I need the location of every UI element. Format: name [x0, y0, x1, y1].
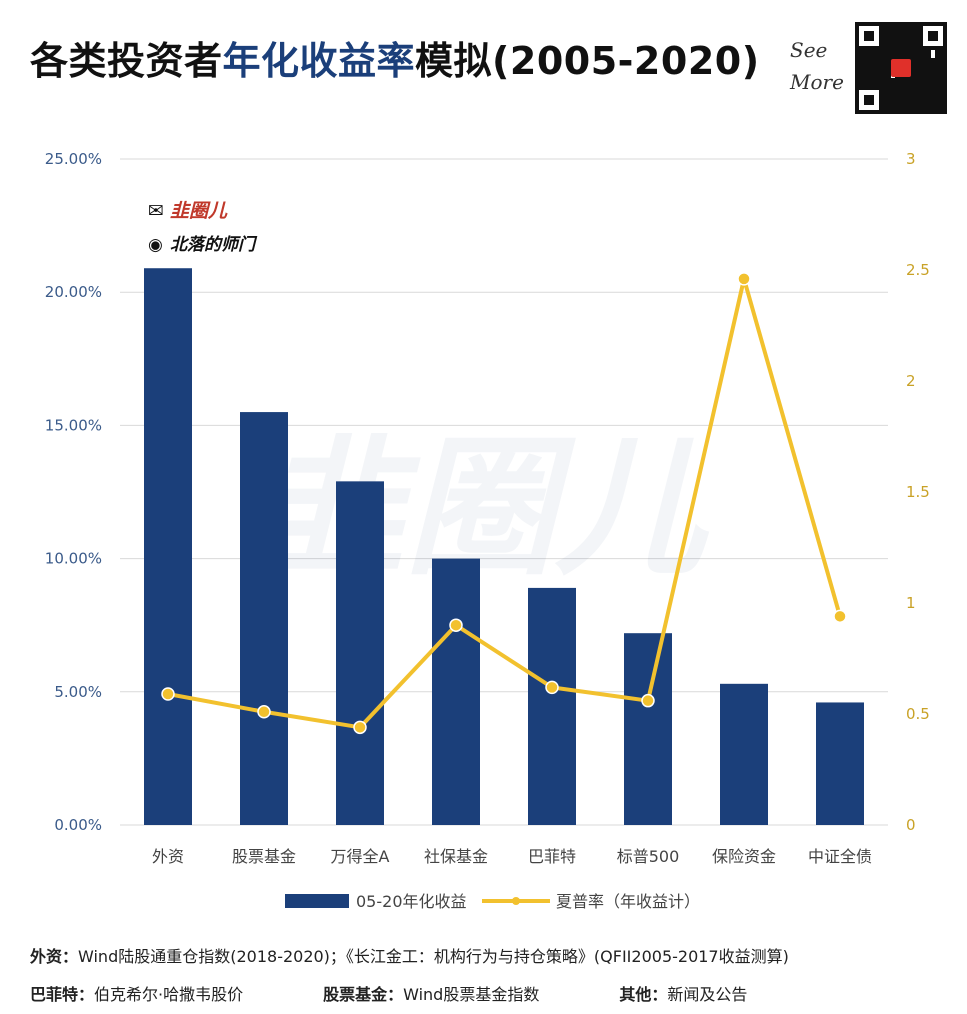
wechat-icon: ✉	[148, 200, 164, 222]
line-point-4	[545, 680, 559, 695]
line-point-5	[641, 693, 655, 708]
see-more-line1: See	[790, 38, 828, 62]
brand-watermark: ✉ 韭圈儿	[148, 196, 227, 223]
bar-series	[144, 268, 864, 825]
right-tick-label: 1	[906, 594, 916, 612]
x-tick-label: 中证全债	[808, 847, 872, 866]
bar-2	[336, 481, 384, 825]
bar-5	[624, 633, 672, 825]
left-tick-label: 15.00%	[45, 416, 102, 434]
bar-3	[432, 558, 480, 825]
line-point-1	[257, 705, 271, 719]
bar-6	[720, 683, 768, 825]
footer-label-other: 其他：	[619, 985, 668, 1004]
x-tick-label: 股票基金	[232, 847, 296, 866]
right-tick-label: 1.5	[906, 483, 930, 501]
x-tick-label: 万得全A	[331, 847, 390, 866]
footer-text-foreign: Wind陆股通重仓指数(2018-2020)；《长江金工：机构行为与持仓策略》(…	[78, 947, 789, 966]
right-tick-label: 3	[906, 150, 916, 168]
x-tick-label: 巴菲特	[528, 847, 576, 866]
x-axis: 外资 股票基金 万得全A 社保基金 巴菲特 标普500 保险资金 中证全债	[152, 847, 872, 866]
legend-line-marker	[512, 897, 520, 905]
line-point-2	[353, 720, 367, 735]
left-tick-label: 10.00%	[45, 550, 102, 568]
bar-1	[240, 412, 288, 825]
chart-title: 各类投资者年化收益率模拟(2005-2020)	[30, 30, 760, 85]
weibo-watermark-text: 北落的师门	[170, 235, 255, 255]
bar-4	[528, 587, 576, 825]
line-point-0	[161, 687, 175, 701]
see-more-line2: More	[790, 70, 844, 94]
footer-row-1: 外资：Wind陆股通重仓指数(2018-2020)；《长江金工：机构行为与持仓策…	[30, 938, 789, 976]
right-tick-label: 0	[906, 816, 916, 834]
bar-7	[816, 702, 864, 825]
left-tick-label: 0.00%	[54, 816, 102, 834]
right-tick-label: 2.5	[906, 261, 930, 279]
line-point-7	[833, 609, 847, 624]
bar-0	[144, 268, 192, 825]
sharpe-line	[167, 276, 842, 730]
qr-code-icon[interactable]	[855, 22, 947, 114]
footer-text-other: 新闻及公告	[667, 985, 748, 1004]
title-part2: 年化收益率	[222, 39, 416, 83]
title-part3: 模拟(2005-2020)	[415, 39, 760, 83]
center-watermark: 韭圈儿	[255, 422, 710, 596]
footer-label-buffett: 巴菲特：	[30, 985, 95, 1004]
left-tick-label: 20.00%	[45, 283, 102, 301]
x-tick-label: 标普500	[617, 847, 680, 866]
line-point-3	[449, 618, 463, 632]
x-tick-label: 保险资金	[712, 847, 776, 866]
brand-watermark-text: 韭圈儿	[170, 200, 228, 222]
weibo-icon: ◉	[148, 235, 163, 255]
x-tick-label: 外资	[152, 847, 184, 866]
footer-label-fund: 股票基金：	[323, 985, 404, 1004]
footer-text-fund: Wind股票基金指数	[403, 985, 540, 1004]
footer-row-2: 巴菲特：伯克希尔·哈撒韦股价 股票基金：Wind股票基金指数 其他：新闻及公告	[30, 976, 789, 1014]
footer-label-foreign: 外资：	[30, 947, 79, 966]
legend-bar-label: 05-20年化收益	[356, 892, 467, 911]
legend-bar-swatch	[285, 894, 349, 908]
left-axis: 0.00% 5.00% 10.00% 15.00% 20.00% 25.00%	[45, 150, 102, 834]
weibo-watermark: ◉ 北落的师门	[148, 230, 255, 255]
x-tick-label: 社保基金	[424, 847, 488, 866]
footer-notes: 外资：Wind陆股通重仓指数(2018-2020)；《长江金工：机构行为与持仓策…	[30, 938, 789, 1014]
line-point-6	[737, 272, 751, 286]
left-tick-label: 25.00%	[45, 150, 102, 168]
line-series	[161, 272, 847, 735]
right-tick-label: 2	[906, 372, 916, 390]
right-tick-label: 0.5	[906, 705, 930, 723]
see-more-text: See More	[790, 34, 844, 98]
left-tick-label: 5.00%	[54, 683, 102, 701]
qr-logo-icon	[891, 59, 911, 77]
legend-line-label: 夏普率（年收益计）	[556, 892, 700, 911]
footer-text-buffett: 伯克希尔·哈撒韦股价	[94, 985, 244, 1004]
title-part1: 各类投资者	[30, 39, 223, 83]
legend: 05-20年化收益 夏普率（年收益计）	[285, 892, 700, 911]
right-axis: 0 0.5 1 1.5 2 2.5 3	[906, 150, 930, 834]
